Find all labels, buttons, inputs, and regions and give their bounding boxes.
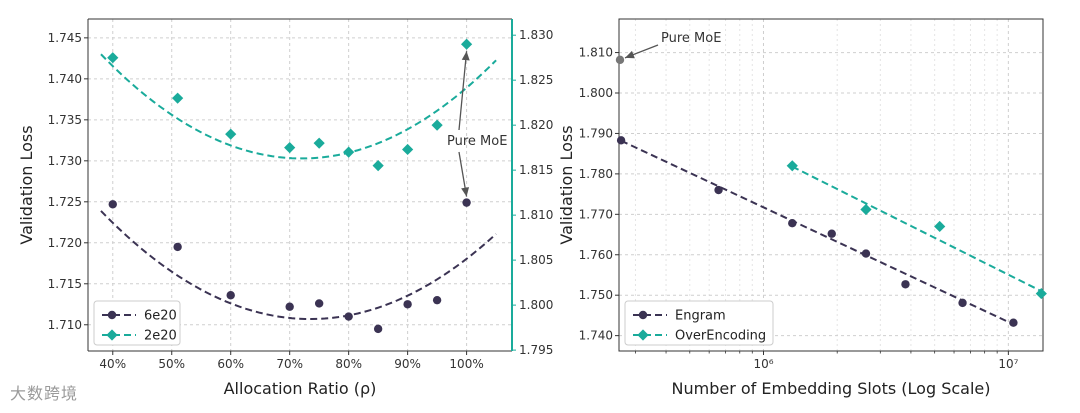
legend-marker-2e20 — [106, 329, 118, 341]
legend-marker-6e20 — [107, 310, 117, 320]
right-x-axis-title: Number of Embedding Slots (Log Scale) — [672, 379, 991, 398]
data-point-6e20 — [344, 312, 353, 321]
right-y-tick-label: 1.805 — [519, 253, 553, 267]
left-x-tick-label: 50% — [158, 357, 185, 371]
data-point-Engram — [788, 219, 797, 228]
right-y-tick-label: 1.770 — [579, 207, 613, 221]
left-y-axis-title: Validation Loss — [17, 125, 36, 244]
right-x-tick-label: 10⁶ — [753, 357, 773, 371]
data-point-Engram — [958, 298, 967, 308]
data-point-OverEncoding — [934, 220, 946, 233]
left-y-tick-label: 1.720 — [48, 236, 82, 250]
right-y-tick-label: 1.780 — [579, 167, 613, 181]
annotation-arrow-head — [461, 51, 470, 61]
right-y-tick-label: 1.750 — [579, 288, 613, 302]
left-y-tick-label: 1.730 — [48, 154, 82, 168]
left-x-tick-label: 90% — [394, 357, 421, 371]
data-point-2e20 — [460, 38, 473, 50]
watermark-text: 大数跨境 — [10, 384, 79, 403]
pure-moe-point — [615, 55, 625, 65]
left-x-tick-label: 60% — [217, 357, 244, 371]
left-x-axis-title: Allocation Ratio (ρ) — [224, 379, 377, 398]
data-point-OverEncoding — [786, 160, 798, 172]
data-point-Engram — [827, 229, 836, 238]
data-point-2e20 — [225, 128, 237, 140]
legend-label-OverEncoding: OverEncoding — [675, 329, 766, 344]
data-point-2e20 — [284, 142, 296, 154]
legend-label-2e20: 2e20 — [144, 329, 177, 344]
left-x-tick-label: 80% — [335, 357, 362, 371]
legend-marker-OverEncoding — [637, 329, 649, 341]
left-y-tick-label: 1.735 — [48, 113, 82, 127]
left-x-tick-label: 100% — [449, 357, 483, 371]
data-point-OverEncoding — [860, 203, 872, 216]
data-point-6e20 — [108, 200, 117, 209]
left-x-tick-label: 70% — [276, 357, 303, 371]
data-point-Engram — [714, 185, 723, 195]
fit-curve-6e20 — [100, 210, 497, 321]
right-plot-frame — [618, 18, 1044, 352]
data-point-6e20 — [285, 302, 294, 311]
right-y-tick-label: 1.820 — [519, 118, 553, 132]
left-y-tick-label: 1.745 — [48, 31, 82, 45]
annotation-arrow-line — [458, 51, 468, 131]
left-x-tick-label: 40% — [99, 357, 126, 371]
right-y-tick-label: 1.810 — [579, 46, 613, 60]
right-y-tick-label: 1.810 — [519, 208, 553, 222]
left-y-tick-label: 1.740 — [48, 72, 82, 86]
data-point-Engram — [901, 280, 910, 289]
right-y-tick-label: 1.800 — [579, 86, 613, 100]
data-point-Engram — [861, 249, 871, 258]
right-y-tick-label: 1.760 — [579, 248, 613, 262]
annotation-pure-moe-right: Pure MoE — [661, 31, 721, 46]
data-point-6e20 — [403, 300, 412, 309]
right-y-tick-label: 1.740 — [579, 329, 613, 343]
data-point-Engram — [616, 136, 626, 145]
left-y-tick-label: 1.725 — [48, 195, 82, 209]
right-y-tick-label: 1.830 — [519, 28, 553, 42]
data-point-6e20 — [432, 295, 442, 305]
annotation-pure-moe: Pure MoE — [447, 134, 507, 149]
right-y-tick-label: 1.790 — [579, 126, 613, 140]
data-point-2e20 — [343, 146, 355, 158]
right-y-tick-label: 1.795 — [519, 343, 553, 357]
data-point-2e20 — [313, 137, 325, 149]
data-point-6e20 — [173, 242, 182, 252]
fit-line-Engram — [620, 139, 1014, 326]
data-point-2e20 — [431, 119, 443, 131]
right-y-axis-title: Validation Loss — [557, 125, 576, 244]
annotation-arrow-head — [625, 50, 635, 59]
data-point-OverEncoding — [1035, 287, 1047, 300]
data-point-2e20 — [372, 160, 384, 172]
data-point-2e20 — [172, 92, 184, 104]
right-x-tick-label: 10⁷ — [998, 357, 1018, 371]
right-y-tick-label: 1.800 — [519, 298, 553, 312]
right-y-tick-label: 1.815 — [519, 163, 553, 177]
left-y-tick-label: 1.710 — [48, 318, 82, 332]
legend-label-6e20: 6e20 — [144, 309, 177, 324]
data-point-Engram — [1009, 318, 1018, 327]
data-point-2e20 — [107, 52, 119, 64]
right-y-tick-label: 1.825 — [519, 73, 553, 87]
data-point-6e20 — [462, 198, 471, 207]
data-point-2e20 — [402, 143, 414, 156]
annotation-arrow-head — [461, 187, 470, 197]
left-y-tick-label: 1.715 — [48, 277, 82, 291]
data-point-6e20 — [314, 299, 324, 308]
data-point-6e20 — [373, 324, 383, 334]
data-point-6e20 — [226, 291, 235, 300]
legend-marker-Engram — [638, 310, 648, 320]
fit-line-OverEncoding — [791, 165, 1042, 293]
legend-label-Engram: Engram — [675, 309, 726, 324]
fit-curve-2e20 — [100, 53, 497, 160]
